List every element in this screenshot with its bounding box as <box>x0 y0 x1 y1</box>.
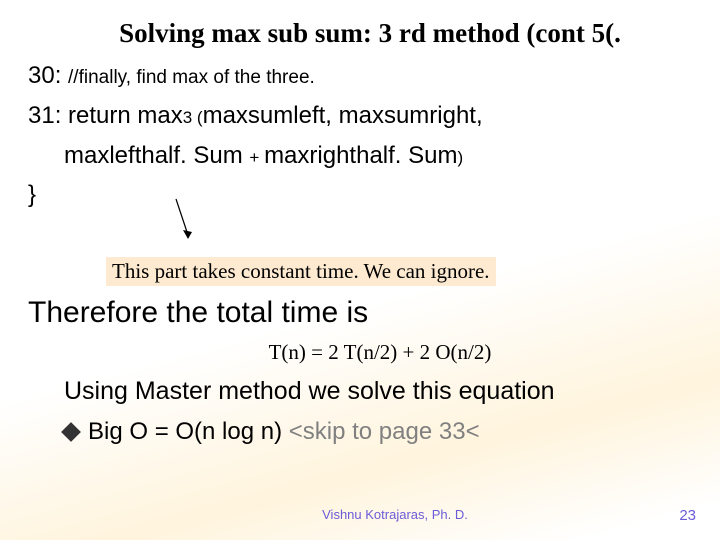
line30-prefix: 30: <box>28 62 68 89</box>
author-footer: Vishnu Kotrajaras, Ph. D. <box>0 507 720 522</box>
line31b-left: maxlefthalf. Sum <box>64 142 249 169</box>
big-o-text: Big O = O(n log n) <box>88 418 282 445</box>
highlight-text: This part takes constant time. We can ig… <box>106 257 496 286</box>
skip-text: <skip to page 33< <box>282 418 479 445</box>
line31b-plus: + <box>249 148 264 167</box>
line31a-sub: 3 ( <box>183 108 203 127</box>
code-line-31b: maxlefthalf. Sum + maxrighthalf. Sum) <box>64 141 692 171</box>
slide-container: Solving max sub sum: 3 rd method (cont 5… <box>0 0 720 540</box>
diamond-bullet-icon <box>61 422 81 442</box>
master-method-text: Using Master method we solve this equati… <box>64 377 692 406</box>
arrow-icon <box>166 197 206 243</box>
code-line-30: 30: //finally, find max of the three. <box>28 61 692 91</box>
line31b-right: maxrighthalf. Sum <box>264 142 457 169</box>
big-o-line: Big O = O(n log n) <skip to page 33< <box>64 418 692 446</box>
line31b-close: ) <box>457 148 463 167</box>
closing-brace: } <box>28 181 692 209</box>
arrow-container <box>28 215 692 255</box>
therefore-text: Therefore the total time is <box>28 296 692 330</box>
equation-text: T(n) = 2 T(n/2) + 2 O(n/2) <box>28 340 692 365</box>
big-o-wrap: Big O = O(n log n) <skip to page 33< <box>88 418 480 446</box>
line30-comment: //finally, find max of the three. <box>68 67 315 88</box>
code-line-31a: 31: return max3 (maxsumleft, maxsumright… <box>28 101 692 131</box>
highlight-row: This part takes constant time. We can ig… <box>28 255 692 286</box>
slide-title: Solving max sub sum: 3 rd method (cont 5… <box>28 18 692 49</box>
line31a-rest: maxsumleft, maxsumright, <box>203 102 483 129</box>
page-number: 23 <box>679 507 696 524</box>
line31a-prefix: 31: return max <box>28 102 183 129</box>
